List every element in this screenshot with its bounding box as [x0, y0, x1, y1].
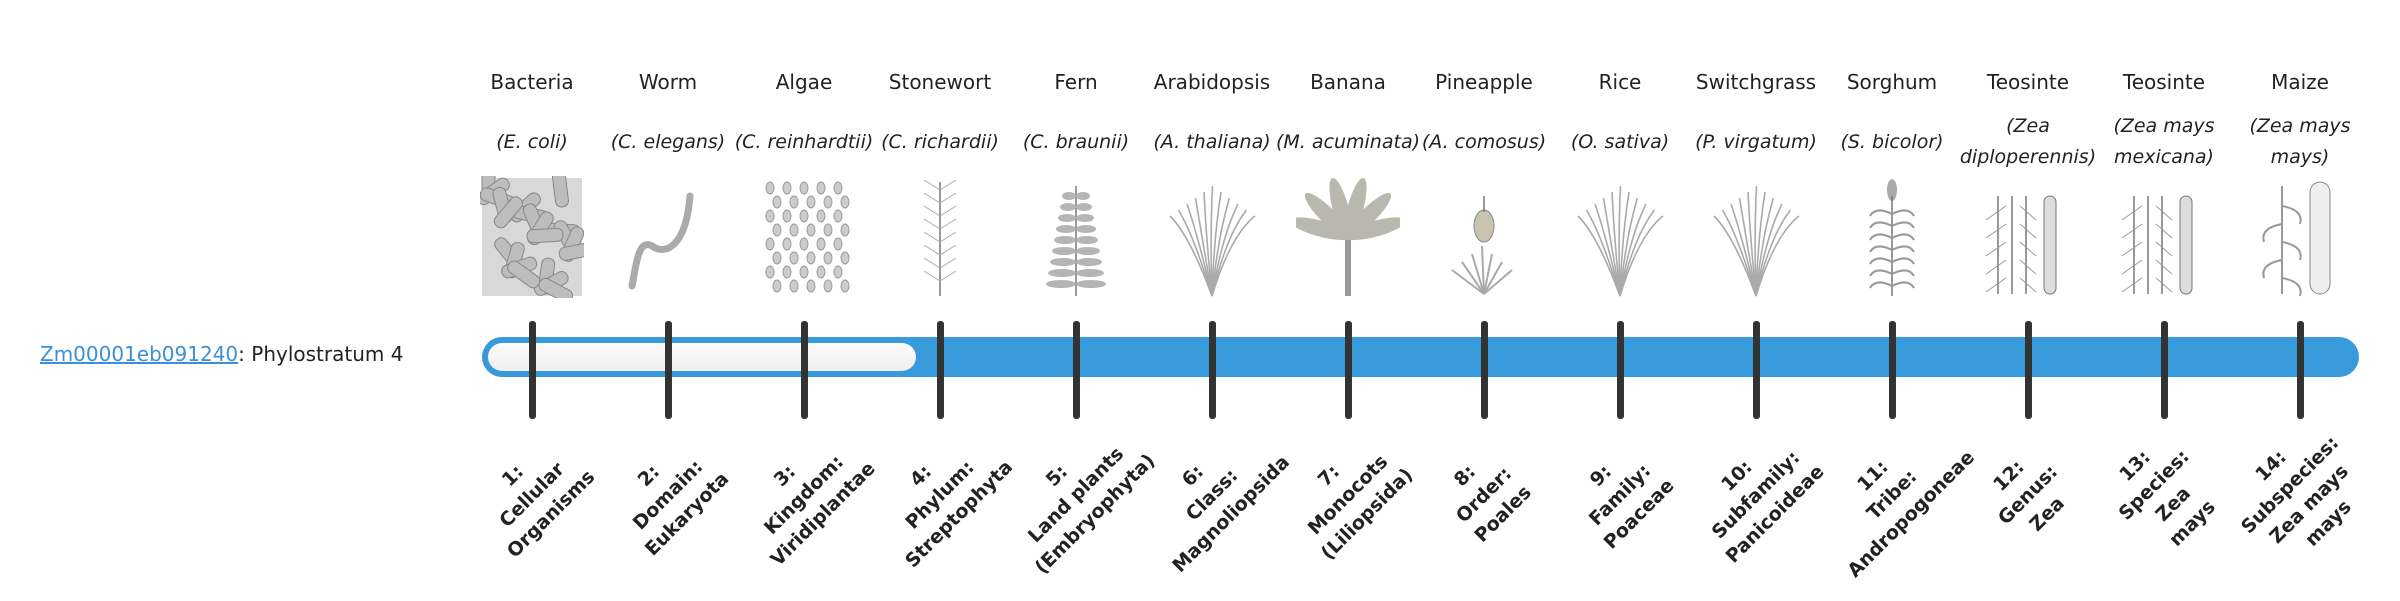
bacteria-icon	[476, 165, 596, 304]
scientific-name-text: (C. richardii)	[881, 130, 999, 153]
fern-icon	[1024, 176, 1128, 298]
stratum-tick	[1073, 321, 1080, 419]
organism-scientific-name: (A. thaliana)	[1140, 110, 1284, 174]
organism-scientific-name: (Zea mays mexicana)	[2092, 110, 2236, 174]
stratum-tick	[801, 321, 808, 419]
stratum-tick	[1345, 321, 1352, 419]
scientific-name-text: (O. sativa)	[1570, 130, 1670, 153]
phylostratum-text: : Phylostratum 4	[238, 342, 404, 366]
pineapple-icon	[1432, 176, 1536, 298]
teosinte-icon	[1976, 176, 2080, 298]
organism-scientific-name: (M. acuminata)	[1276, 110, 1420, 174]
organism-common-name: Sorghum	[1846, 70, 1938, 94]
organism-common-name: Fern	[1054, 70, 1098, 94]
scientific-name-text: (P. virgatum)	[1695, 130, 1817, 153]
organism-common-name: Teosinte	[2122, 70, 2206, 94]
organism-common-name: Banana	[1310, 70, 1386, 94]
organism-scientific-name: (C. braunii)	[1004, 110, 1148, 174]
organism-common-name: Algae	[775, 70, 833, 94]
scientific-name-text: (C. braunii)	[1022, 130, 1130, 153]
worm-icon	[616, 176, 720, 298]
organism-common-name: Pineapple	[1435, 70, 1533, 94]
stratum-tick	[2161, 321, 2168, 419]
organism-scientific-name: (Zea mays mays)	[2228, 110, 2372, 174]
organism-scientific-name: (E. coli)	[460, 110, 604, 174]
organism-common-name: Switchgrass	[1695, 70, 1817, 94]
organism-common-name: Worm	[638, 70, 698, 94]
algae-icon	[752, 176, 856, 298]
scientific-name-text: (A. comosus)	[1421, 130, 1547, 153]
stratum-tick	[2297, 321, 2304, 419]
organism-scientific-name: (S. bicolor)	[1820, 110, 1964, 174]
maize-icon	[2248, 176, 2352, 298]
stratum-tick	[1889, 321, 1896, 419]
organism-scientific-name: (Zea diploperennis)	[1956, 110, 2100, 174]
rice-icon	[1568, 176, 1672, 298]
switchgrass-icon	[1704, 176, 1808, 298]
stratum-tick	[1481, 321, 1488, 419]
organism-scientific-name: (C. richardii)	[868, 110, 1012, 174]
stratum-tick	[665, 321, 672, 419]
scientific-name-text: (M. acuminata)	[1276, 130, 1420, 153]
organism-scientific-name: (A. comosus)	[1412, 110, 1556, 174]
organism-common-name: Teosinte	[1986, 70, 2070, 94]
scientific-name-text: (A. thaliana)	[1153, 130, 1271, 153]
scientific-name-text: (E. coli)	[496, 130, 568, 153]
scientific-name-text: (Zea mays mexicana)	[2113, 115, 2215, 168]
stratum-tick	[2025, 321, 2032, 419]
organism-scientific-name: (C. elegans)	[596, 110, 740, 174]
scientific-name-text: (Zea diploperennis)	[1959, 115, 2097, 168]
organism-common-name: Maize	[2271, 70, 2329, 94]
banana-icon	[1289, 176, 1407, 298]
scientific-name-text: (C. reinhardtii)	[734, 130, 874, 153]
organism-common-name: Bacteria	[490, 70, 574, 94]
organism-common-name: Arabidopsis	[1153, 70, 1271, 94]
stratum-tick	[937, 321, 944, 419]
scientific-name-text: (C. elegans)	[610, 130, 726, 153]
gene-label: Zm00001eb091240: Phylostratum 4	[40, 340, 403, 368]
scientific-name-text: (S. bicolor)	[1840, 130, 1944, 153]
stratum-tick	[1209, 321, 1216, 419]
gene-id-link[interactable]: Zm00001eb091240	[40, 342, 239, 366]
organism-common-name: Rice	[1598, 70, 1642, 94]
stratum-tick	[529, 321, 536, 419]
stratum-tick	[1753, 321, 1760, 419]
organism-common-name: Stonewort	[888, 70, 992, 94]
organism-scientific-name: (C. reinhardtii)	[732, 110, 876, 174]
teosinte-icon	[2112, 176, 2216, 298]
organism-scientific-name: (P. virgatum)	[1684, 110, 1828, 174]
stratum-tick	[1617, 321, 1624, 419]
arabidopsis-icon	[1160, 176, 1264, 298]
scientific-name-text: (Zea mays mays)	[2249, 115, 2351, 168]
stonewort-icon	[888, 176, 992, 298]
phylostratum-bar-fill	[488, 343, 916, 371]
sorghum-icon	[1840, 176, 1944, 298]
phylostratum-bar	[482, 337, 2359, 377]
organism-scientific-name: (O. sativa)	[1548, 110, 1692, 174]
